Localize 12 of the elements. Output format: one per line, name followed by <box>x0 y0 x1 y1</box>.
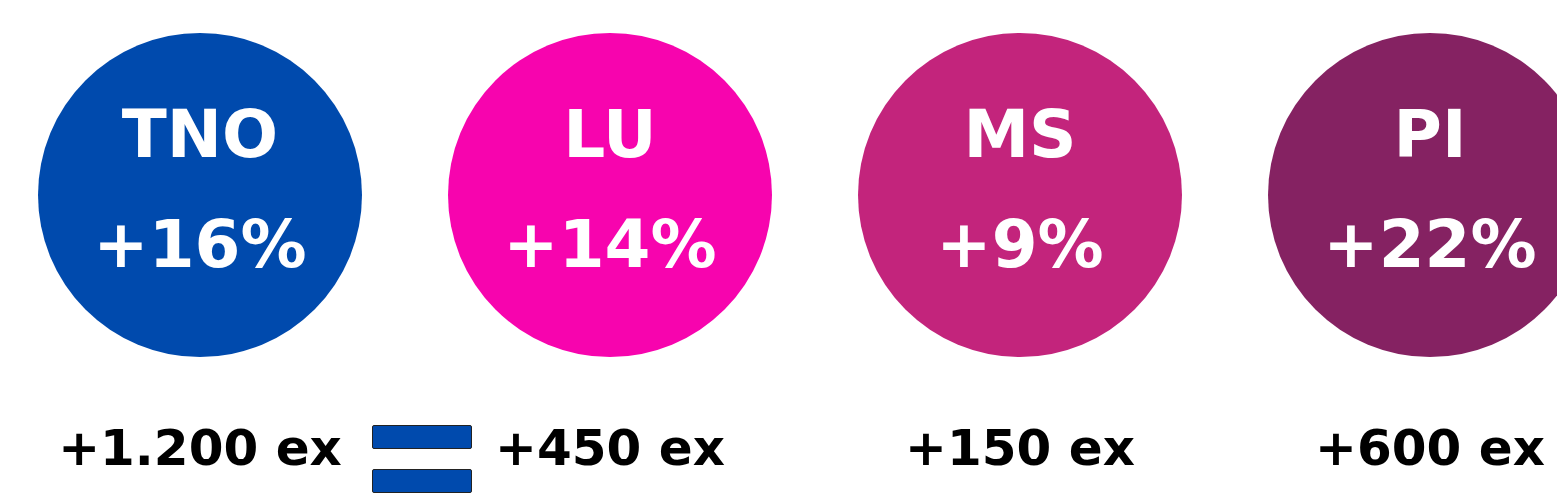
data-label: +1.200 ex <box>58 418 342 477</box>
data-label: +150 ex <box>905 418 1135 477</box>
data-label: +14% <box>503 206 717 284</box>
category-label: TNO <box>121 96 279 174</box>
category-label: PI <box>1393 96 1467 174</box>
data-label: +16% <box>93 206 307 284</box>
data-label: +600 ex <box>1315 418 1545 477</box>
data-label: +22% <box>1323 206 1537 284</box>
category-label: MS <box>963 96 1077 174</box>
data-label: +450 ex <box>495 418 725 477</box>
category-label: LU <box>563 96 657 174</box>
data-label: +9% <box>936 206 1104 284</box>
